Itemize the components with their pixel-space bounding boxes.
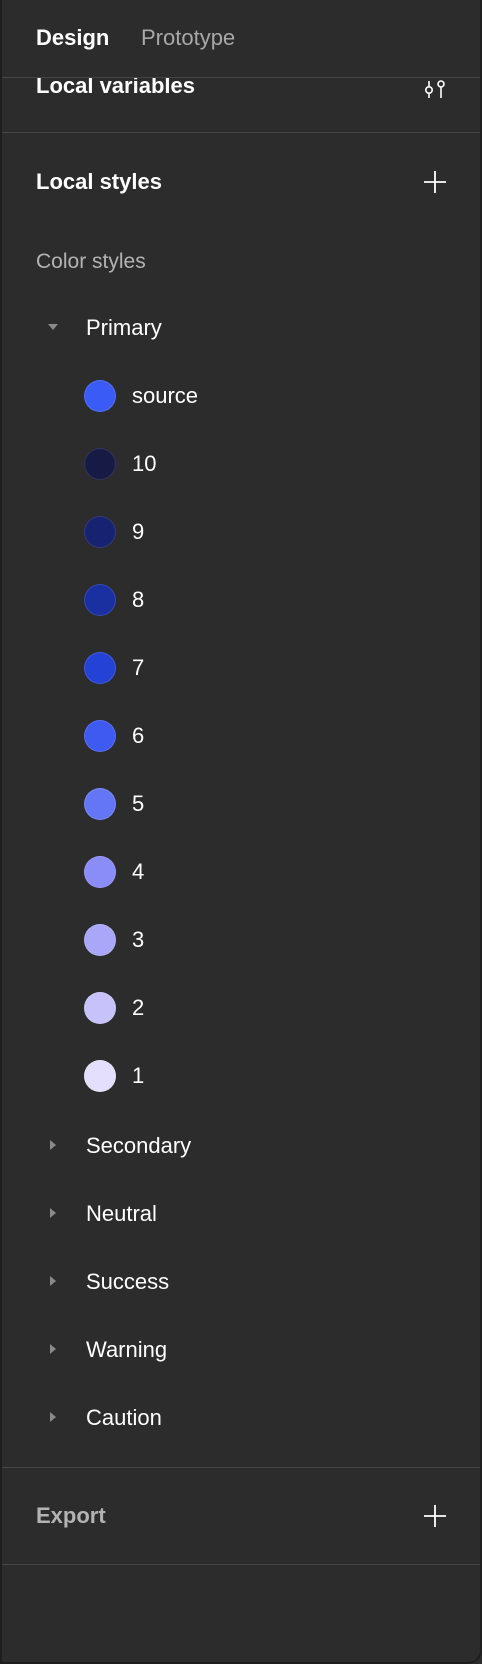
section-divider	[2, 1564, 480, 1565]
local-styles-title: Local styles	[36, 168, 162, 196]
style-group-secondary[interactable]: Secondary	[2, 1124, 480, 1168]
caret-right-icon[interactable]	[46, 1342, 60, 1356]
color-style-row[interactable]: 6	[2, 712, 480, 760]
color-style-row[interactable]: 3	[2, 916, 480, 964]
color-swatch	[84, 584, 116, 616]
tab-design[interactable]: Design	[36, 24, 109, 52]
color-style-row[interactable]: 7	[2, 644, 480, 692]
plus-icon	[420, 167, 450, 197]
color-style-row[interactable]: 5	[2, 780, 480, 828]
style-group-primary[interactable]: Primary	[2, 306, 480, 350]
color-style-row[interactable]: 9	[2, 508, 480, 556]
color-swatch	[84, 720, 116, 752]
color-swatch	[84, 1060, 116, 1092]
color-swatch	[84, 856, 116, 888]
style-group-label: Primary	[86, 314, 162, 342]
color-style-row[interactable]: 10	[2, 440, 480, 488]
color-style-row[interactable]: source	[2, 372, 480, 420]
color-style-label: 10	[132, 450, 156, 478]
color-style-row[interactable]: 8	[2, 576, 480, 624]
color-swatch	[84, 516, 116, 548]
style-group-warning[interactable]: Warning	[2, 1328, 480, 1372]
style-group-success[interactable]: Success	[2, 1260, 480, 1304]
local-variables-section: Local variables	[2, 78, 480, 133]
style-group-label: Neutral	[86, 1200, 157, 1228]
color-style-row[interactable]: 2	[2, 984, 480, 1032]
color-swatch	[84, 380, 116, 412]
color-swatch	[84, 448, 116, 480]
color-style-row[interactable]: 4	[2, 848, 480, 896]
tab-prototype[interactable]: Prototype	[141, 24, 235, 52]
color-style-label: 7	[132, 654, 144, 682]
color-swatch	[84, 924, 116, 956]
style-group-label: Warning	[86, 1336, 167, 1364]
plus-icon	[420, 1501, 450, 1531]
style-group-label: Secondary	[86, 1132, 191, 1160]
style-group-label: Caution	[86, 1404, 162, 1432]
color-style-label: 1	[132, 1062, 144, 1090]
color-styles-heading: Color styles	[36, 248, 146, 276]
add-export-button[interactable]	[420, 1501, 450, 1531]
caret-right-icon[interactable]	[46, 1274, 60, 1288]
color-style-label: 3	[132, 926, 144, 954]
panel-tabs: Design Prototype	[2, 0, 480, 78]
add-style-button[interactable]	[420, 167, 450, 197]
style-group-caution[interactable]: Caution	[2, 1396, 480, 1440]
color-style-label: source	[132, 382, 198, 410]
style-group-neutral[interactable]: Neutral	[2, 1192, 480, 1236]
color-style-row[interactable]: 1	[2, 1052, 480, 1100]
color-style-label: 2	[132, 994, 144, 1022]
section-divider	[2, 1467, 480, 1468]
variables-icon[interactable]	[422, 78, 450, 100]
color-style-label: 6	[132, 722, 144, 750]
color-swatch	[84, 992, 116, 1024]
color-swatch	[84, 652, 116, 684]
color-style-label: 4	[132, 858, 144, 886]
export-title: Export	[36, 1502, 106, 1530]
color-style-label: 9	[132, 518, 144, 546]
caret-down-icon[interactable]	[46, 320, 60, 334]
caret-right-icon[interactable]	[46, 1138, 60, 1152]
color-swatch	[84, 788, 116, 820]
caret-right-icon[interactable]	[46, 1410, 60, 1424]
color-style-label: 5	[132, 790, 144, 818]
caret-right-icon[interactable]	[46, 1206, 60, 1220]
color-style-label: 8	[132, 586, 144, 614]
style-group-label: Success	[86, 1268, 169, 1296]
